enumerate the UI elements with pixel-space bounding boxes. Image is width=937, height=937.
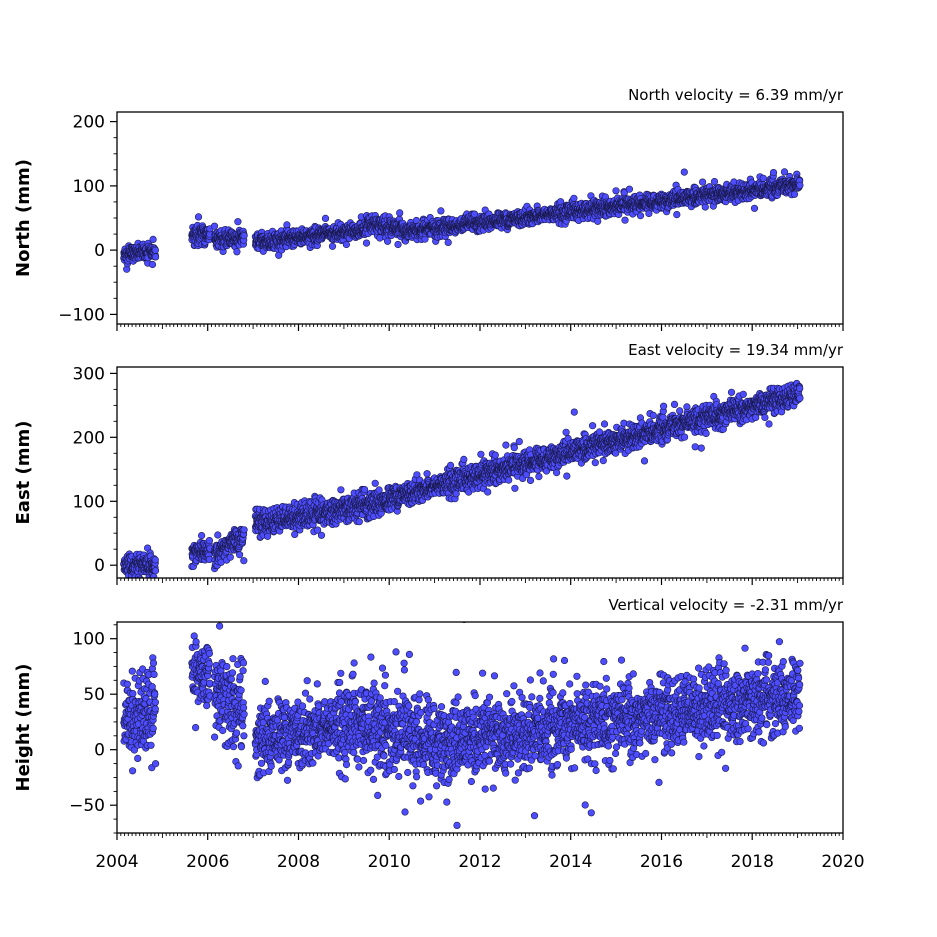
north-data-point — [444, 238, 452, 246]
east-data-point — [205, 536, 213, 545]
north-data-point — [342, 240, 351, 249]
north-data-point — [210, 222, 219, 230]
north-data-point — [149, 235, 157, 243]
east-data-point — [240, 557, 248, 565]
north-data-point — [625, 185, 634, 193]
east-data-point — [337, 486, 345, 494]
east-data-point — [214, 531, 222, 539]
north-data-point — [594, 217, 602, 225]
north-data-point — [148, 260, 157, 269]
north-data-point — [283, 221, 291, 229]
north-data-point — [710, 178, 719, 186]
east-data-point — [198, 531, 206, 540]
north-data-point — [240, 232, 248, 240]
east-data-point — [375, 486, 383, 494]
east-data-point — [355, 518, 363, 526]
east-data-point — [460, 455, 468, 464]
y-tick-label: 0 — [94, 241, 105, 261]
north-data-point — [621, 216, 629, 224]
east-data-point — [452, 490, 460, 498]
north-data-point — [151, 246, 159, 254]
east-data-point — [447, 461, 455, 470]
east-data-point — [151, 567, 160, 575]
y-tick-label: 200 — [73, 113, 105, 133]
north-data-point — [680, 168, 688, 176]
north-data-point — [396, 209, 404, 217]
north-data-point — [780, 168, 789, 176]
north-velocity-label: North velocity = 6.39 mm/yr — [628, 86, 844, 104]
north-data-point — [673, 211, 681, 219]
east-data-point — [151, 556, 159, 564]
y-tick-label: −100 — [58, 305, 105, 325]
east-data-point — [484, 488, 492, 496]
north-y-axis-label: North (mm) — [13, 159, 34, 277]
y-tick-label: 100 — [73, 177, 105, 197]
east-data-point — [317, 531, 326, 539]
north-data-point — [769, 169, 778, 177]
east-data-point — [491, 451, 499, 459]
panel-north: −100 0 100 200 North (mm) North velocity = 6.… — [13, 86, 844, 331]
north-data-points — [120, 168, 804, 273]
east-data-point — [226, 553, 234, 561]
north-data-point — [759, 174, 767, 182]
north-data-point — [612, 187, 620, 195]
north-data-point — [394, 240, 402, 249]
north-data-point — [437, 207, 445, 215]
east-data-point — [423, 470, 431, 478]
north-data-point — [194, 213, 203, 221]
north-data-point — [570, 194, 578, 202]
east-data-point — [126, 585, 133, 592]
north-data-point — [152, 253, 160, 261]
east-data-point — [240, 526, 248, 534]
east-data-point — [371, 479, 379, 487]
east-data-points — [120, 379, 804, 595]
north-data-point — [796, 181, 804, 189]
north-data-point — [750, 204, 759, 212]
north-data-point — [321, 214, 330, 222]
east-data-point — [132, 588, 139, 595]
north-data-point — [636, 212, 645, 220]
east-data-point — [361, 486, 369, 494]
east-data-point — [236, 551, 244, 559]
north-data-point — [790, 190, 799, 198]
east-data-point — [477, 450, 485, 458]
north-data-point — [698, 178, 707, 186]
north-data-point — [233, 248, 241, 256]
north-data-point — [701, 203, 709, 211]
north-data-point — [328, 242, 337, 250]
north-data-point — [384, 237, 392, 245]
north-data-point — [362, 239, 371, 247]
north-data-point — [234, 218, 242, 226]
